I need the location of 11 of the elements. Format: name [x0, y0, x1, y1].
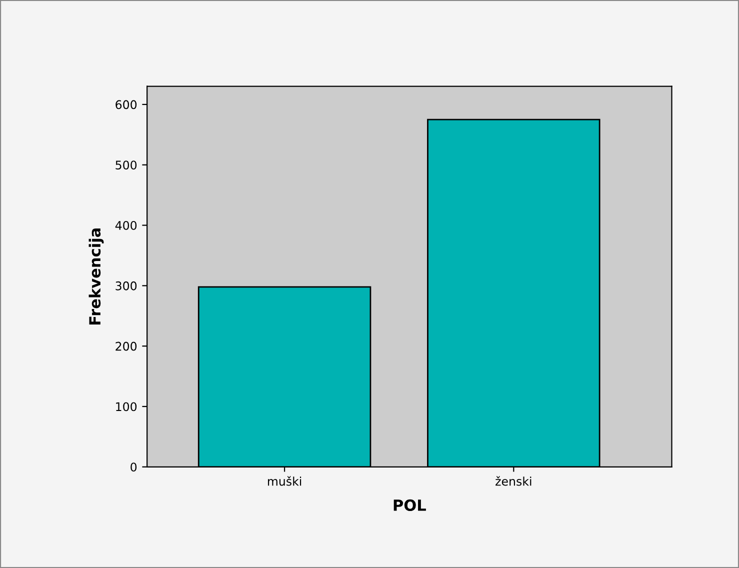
y-tick-label: 100 [116, 402, 137, 412]
x-tick-label: muški [268, 476, 302, 486]
y-tick-label: 0 [130, 462, 137, 472]
y-axis-title: Frekvencija [88, 228, 104, 324]
y-tick-label: 300 [116, 281, 137, 290]
y-tick-label: 500 [116, 160, 137, 170]
y-tick-label: 600 [116, 100, 137, 110]
x-tick-label: ženski [496, 476, 532, 486]
y-tick-label: 400 [115, 220, 137, 230]
y-tick-label: 200 [116, 342, 137, 351]
x-axis-title: POL [394, 499, 426, 511]
